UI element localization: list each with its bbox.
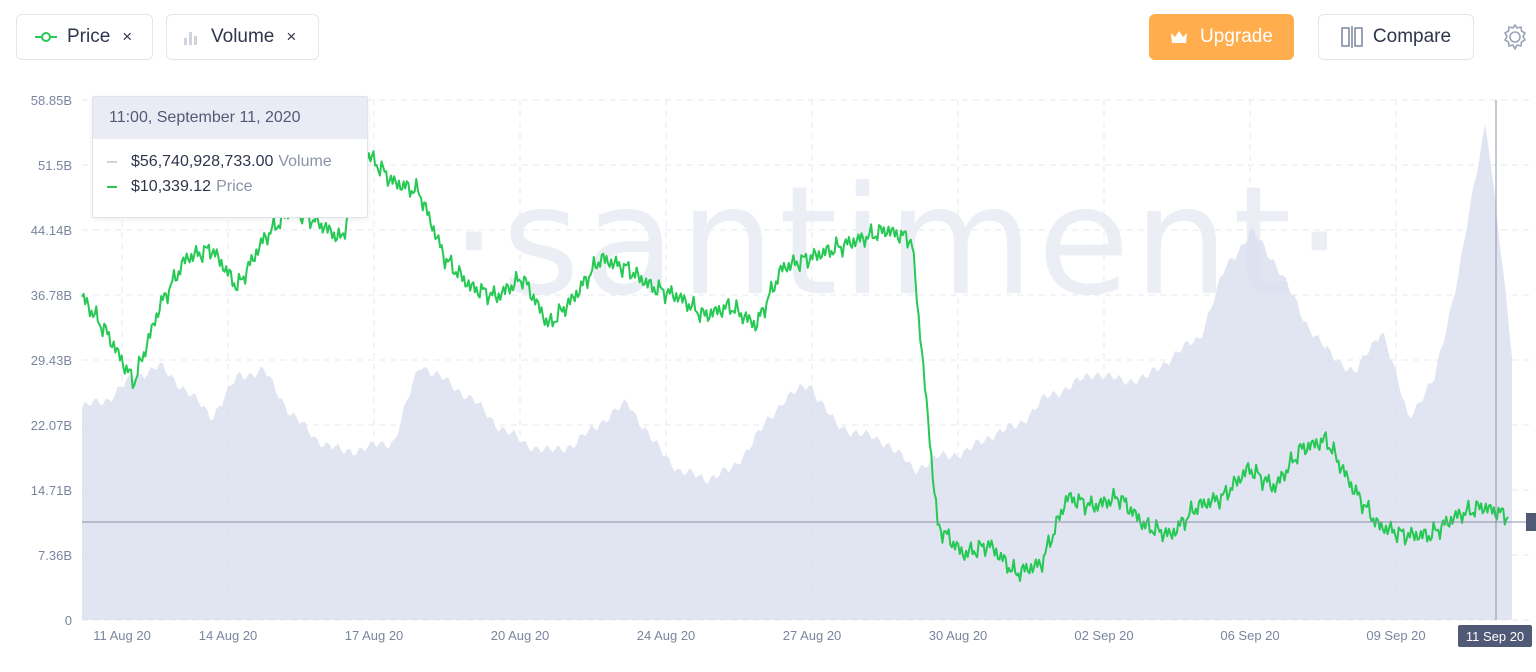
price-series	[81, 150, 1509, 583]
volume-bars-icon	[184, 32, 197, 45]
tooltip-price-row: $10,339.12 Price	[93, 174, 367, 199]
x-tick-label: 27 Aug 20	[783, 628, 842, 643]
tooltip-price-label: Price	[216, 177, 253, 195]
tooltip-datetime: 11:00, September 11, 2020	[93, 97, 367, 139]
volume-series	[82, 124, 1512, 620]
gear-icon[interactable]	[1500, 22, 1530, 52]
y-tick-label: 0	[65, 613, 72, 628]
crosshair	[82, 100, 1526, 620]
crosshair-value-badge	[1526, 513, 1536, 531]
tooltip-volume-row: $56,740,928,733.00 Volume	[93, 149, 367, 174]
volume-legend-dash	[107, 160, 117, 163]
y-axis: 58.85B 51.5B 44.14B 36.78B 29.43B 22.07B 14.71…	[31, 93, 72, 628]
crown-icon	[1171, 31, 1188, 43]
y-tick-label: 51.5B	[38, 158, 72, 173]
tooltip-volume-label: Volume	[278, 152, 332, 170]
y-tick-label: 29.43B	[31, 353, 72, 368]
x-axis: 11 Aug 20 14 Aug 20 17 Aug 20 20 Aug 20 24 A…	[93, 628, 1425, 643]
x-tick-label: 02 Sep 20	[1074, 628, 1133, 643]
santiment-watermark: ·santiment·	[450, 155, 1348, 329]
y-tick-label: 58.85B	[31, 93, 72, 108]
price-chip-label: Price	[67, 26, 111, 47]
y-tick-label: 44.14B	[31, 223, 72, 238]
remove-price-button[interactable]: ×	[122, 27, 133, 46]
volume-metric-chip[interactable]: Volume ×	[166, 14, 319, 60]
volume-area	[82, 124, 1512, 620]
upgrade-button[interactable]: Upgrade	[1149, 14, 1294, 60]
price-line-icon	[35, 32, 57, 42]
x-tick-label: 17 Aug 20	[345, 628, 404, 643]
y-tick-label: 14.71B	[31, 483, 72, 498]
volume-chip-label: Volume	[211, 26, 275, 47]
x-tick-label: 24 Aug 20	[637, 628, 696, 643]
x-tick-label: 14 Aug 20	[199, 628, 258, 643]
tooltip-price-value: $10,339.12	[131, 177, 212, 195]
tooltip-volume-value: $56,740,928,733.00	[131, 152, 274, 170]
price-legend-dash	[107, 185, 117, 188]
crosshair-date-badge: 11 Sep 20	[1458, 625, 1532, 647]
x-tick-label: 20 Aug 20	[491, 628, 550, 643]
y-tick-label: 22.07B	[31, 418, 72, 433]
x-tick-label: 09 Sep 20	[1366, 628, 1425, 643]
price-metric-chip[interactable]: Price ×	[16, 14, 153, 60]
x-tick-label: 30 Aug 20	[929, 628, 988, 643]
x-tick-label: 11 Aug 20	[93, 628, 151, 643]
upgrade-label: Upgrade	[1200, 26, 1273, 47]
price-line	[81, 150, 1509, 583]
y-tick-label: 7.36B	[38, 548, 72, 563]
y-tick-label: 36.78B	[31, 288, 72, 303]
compare-icon	[1341, 26, 1363, 48]
chart-tooltip: 11:00, September 11, 2020 $56,740,928,73…	[92, 96, 368, 218]
x-tick-label: 06 Sep 20	[1220, 628, 1279, 643]
compare-button[interactable]: Compare	[1318, 14, 1474, 60]
remove-volume-button[interactable]: ×	[286, 27, 297, 46]
compare-label: Compare	[1372, 26, 1452, 47]
